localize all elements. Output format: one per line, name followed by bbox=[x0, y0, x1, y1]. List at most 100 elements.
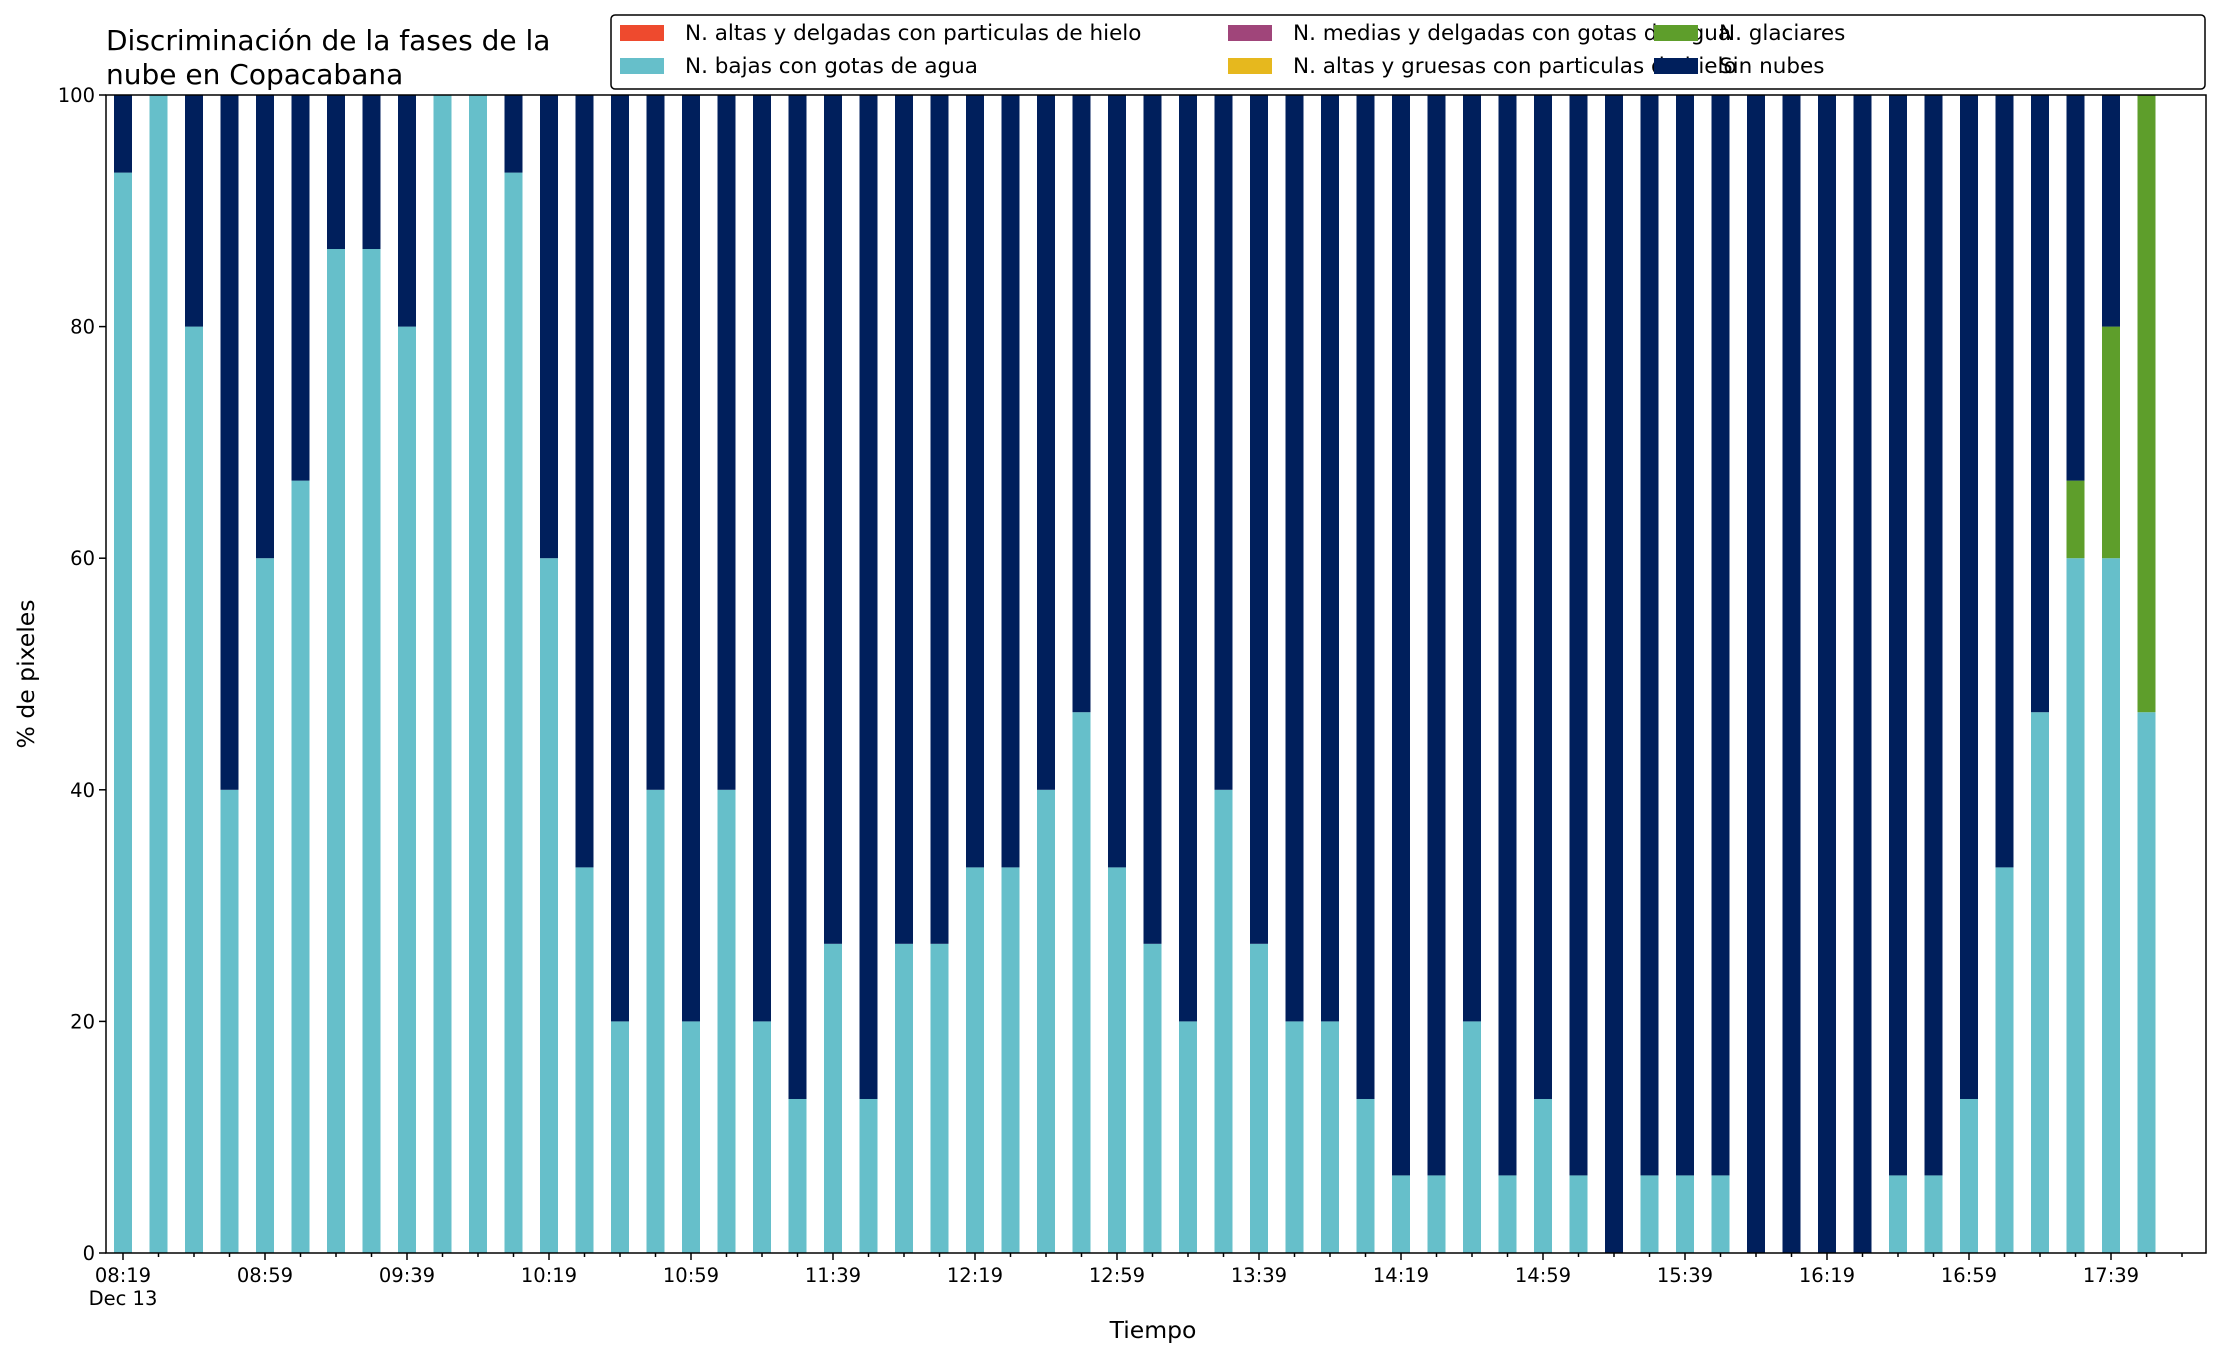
bar-segment-1059-series-5 bbox=[682, 95, 700, 1022]
bar-segment-1439-series-2 bbox=[1463, 1021, 1481, 1253]
x-tick-label: 13:39 bbox=[1231, 1264, 1287, 1287]
bar-segment-1109-series-5 bbox=[717, 95, 736, 790]
bar-segment-1149-series-2 bbox=[859, 1098, 878, 1253]
bar-segment-0859-series-2 bbox=[256, 558, 274, 1253]
bar-segment-1119-series-2 bbox=[753, 1021, 771, 1253]
bar-segment-1009-series-2 bbox=[504, 172, 523, 1254]
x-axis: 08:19 08:59 09:39 10:19 10:59 11:39 12:19 12:59… bbox=[89, 1253, 2183, 1310]
bar-segment-1419-series-2 bbox=[1392, 1175, 1410, 1253]
bar-segment-1739-series-3 bbox=[2102, 326, 2120, 559]
bar-segment-1659-series-5 bbox=[1960, 95, 1978, 1099]
bar-segment-1319-series-5 bbox=[1179, 95, 1197, 1022]
bar-segment-1139-series-2 bbox=[824, 943, 842, 1253]
bar-segment-0829-series-2 bbox=[149, 95, 168, 1253]
bar-segment-1719-series-2 bbox=[2031, 712, 2049, 1253]
bar-segment-1119-series-5 bbox=[753, 95, 771, 1022]
bar-segment-1629-series-5 bbox=[1853, 95, 1872, 1253]
bar-segment-1509-series-5 bbox=[1569, 95, 1588, 1176]
x-tick-label: 10:59 bbox=[663, 1264, 719, 1287]
x-tick-label: 14:19 bbox=[1373, 1264, 1429, 1287]
bar-segment-1359-series-2 bbox=[1321, 1021, 1339, 1253]
bar-segment-1649-series-2 bbox=[1924, 1175, 1943, 1253]
legend-label: N. altas y delgadas con particulas de hi… bbox=[685, 21, 1141, 46]
bar-segment-1449-series-5 bbox=[1498, 95, 1517, 1176]
bar-segment-1639-series-5 bbox=[1889, 95, 1907, 1176]
bar-segment-1729-series-5 bbox=[2066, 95, 2085, 481]
legend-label: N. bajas con gotas de agua bbox=[685, 54, 978, 79]
bar-segment-1409-series-2 bbox=[1356, 1098, 1375, 1253]
bar-segment-1029-series-5 bbox=[575, 95, 594, 868]
legend-swatch bbox=[620, 58, 664, 74]
bar-segment-1129-series-2 bbox=[788, 1098, 807, 1253]
bar-segment-1649-series-5 bbox=[1924, 95, 1943, 1176]
bar-segment-1349-series-5 bbox=[1285, 95, 1304, 1022]
bar-segment-1249-series-5 bbox=[1072, 95, 1091, 713]
bar-segment-0909-series-5 bbox=[291, 95, 310, 481]
y-tick-label: 20 bbox=[70, 1010, 95, 1033]
bar-segment-1259-series-2 bbox=[1108, 867, 1126, 1253]
x-tick-label: 08:59 bbox=[237, 1264, 293, 1287]
bar-segment-1329-series-2 bbox=[1214, 789, 1233, 1253]
x-tick-label: 12:59 bbox=[1089, 1264, 1145, 1287]
bar-segment-0919-series-2 bbox=[327, 249, 345, 1253]
bar-segment-1739-series-2 bbox=[2102, 558, 2120, 1253]
bar-segment-1329-series-5 bbox=[1214, 95, 1233, 790]
bar-segment-1509-series-2 bbox=[1569, 1175, 1588, 1253]
bar-segment-1019-series-5 bbox=[540, 95, 558, 559]
bar-segment-1729-series-2 bbox=[2066, 558, 2085, 1253]
bar-segment-1339-series-5 bbox=[1250, 95, 1268, 944]
legend-label: Sin nubes bbox=[1719, 54, 1824, 79]
bar-segment-1159-series-5 bbox=[895, 95, 913, 944]
y-tick-label: 100 bbox=[58, 84, 95, 107]
y-tick-label: 0 bbox=[83, 1242, 95, 1265]
bar-segment-1409-series-5 bbox=[1356, 95, 1375, 1099]
bar-segment-1209-series-2 bbox=[930, 943, 949, 1253]
bar-segment-1719-series-5 bbox=[2031, 95, 2049, 713]
bar-segment-1659-series-2 bbox=[1960, 1098, 1978, 1253]
bar-segment-1549-series-5 bbox=[1711, 95, 1730, 1176]
bar-segment-1429-series-2 bbox=[1427, 1175, 1446, 1253]
bar-segment-0939-series-5 bbox=[398, 95, 416, 327]
bar-segment-0919-series-5 bbox=[327, 95, 345, 250]
x-tick-label: 11:39 bbox=[805, 1264, 861, 1287]
bar-segment-1259-series-5 bbox=[1108, 95, 1126, 868]
bar-segment-1219-series-2 bbox=[966, 867, 984, 1253]
legend-frame bbox=[610, 14, 2206, 90]
bar-segment-1009-series-5 bbox=[504, 95, 523, 173]
x-tick-label: 14:59 bbox=[1515, 1264, 1571, 1287]
legend-label: N. glaciares bbox=[1719, 21, 1845, 46]
bar-segment-1459-series-2 bbox=[1534, 1098, 1552, 1253]
chart-title-line-2: nube en Copacabana bbox=[106, 58, 403, 91]
bar-segment-0859-series-5 bbox=[256, 95, 274, 559]
bar-segment-1539-series-5 bbox=[1676, 95, 1694, 1176]
legend: N. altas y delgadas con particulas de hi… bbox=[610, 14, 2206, 90]
bar-segment-0929-series-5 bbox=[362, 95, 381, 250]
bar-segment-1319-series-2 bbox=[1179, 1021, 1197, 1253]
bar-segment-0819-series-2 bbox=[114, 172, 132, 1254]
bar-segment-1729-series-3 bbox=[2066, 480, 2085, 559]
bar-segment-1229-series-5 bbox=[1001, 95, 1020, 868]
bar-segment-1209-series-5 bbox=[930, 95, 949, 944]
bar-segment-1139-series-5 bbox=[824, 95, 842, 944]
bar-segment-1039-series-5 bbox=[611, 95, 629, 1022]
x-tick-label: 12:19 bbox=[947, 1264, 1003, 1287]
bar-segment-0839-series-2 bbox=[185, 326, 203, 1254]
bar-segment-1309-series-2 bbox=[1143, 943, 1162, 1253]
y-axis: 0 20 40 60 80 100 bbox=[58, 84, 106, 1265]
bar-segment-1529-series-2 bbox=[1640, 1175, 1659, 1253]
bar-segment-1049-series-5 bbox=[646, 95, 665, 790]
bar-segment-1229-series-2 bbox=[1001, 867, 1020, 1253]
bar-segment-1049-series-2 bbox=[646, 789, 665, 1253]
bar-segment-1029-series-2 bbox=[575, 867, 594, 1253]
bar-segment-1249-series-2 bbox=[1072, 712, 1091, 1253]
bar-segment-1609-series-5 bbox=[1782, 95, 1801, 1253]
x-tick-label: 16:19 bbox=[1799, 1264, 1855, 1287]
bar-segment-0929-series-2 bbox=[362, 249, 381, 1253]
bar-segment-1539-series-2 bbox=[1676, 1175, 1694, 1253]
x-tick-label: 10:19 bbox=[521, 1264, 577, 1287]
bar-segment-1749-series-2 bbox=[2137, 712, 2156, 1253]
bar-segment-1529-series-5 bbox=[1640, 95, 1659, 1176]
bar-segment-1709-series-5 bbox=[1995, 95, 2014, 868]
